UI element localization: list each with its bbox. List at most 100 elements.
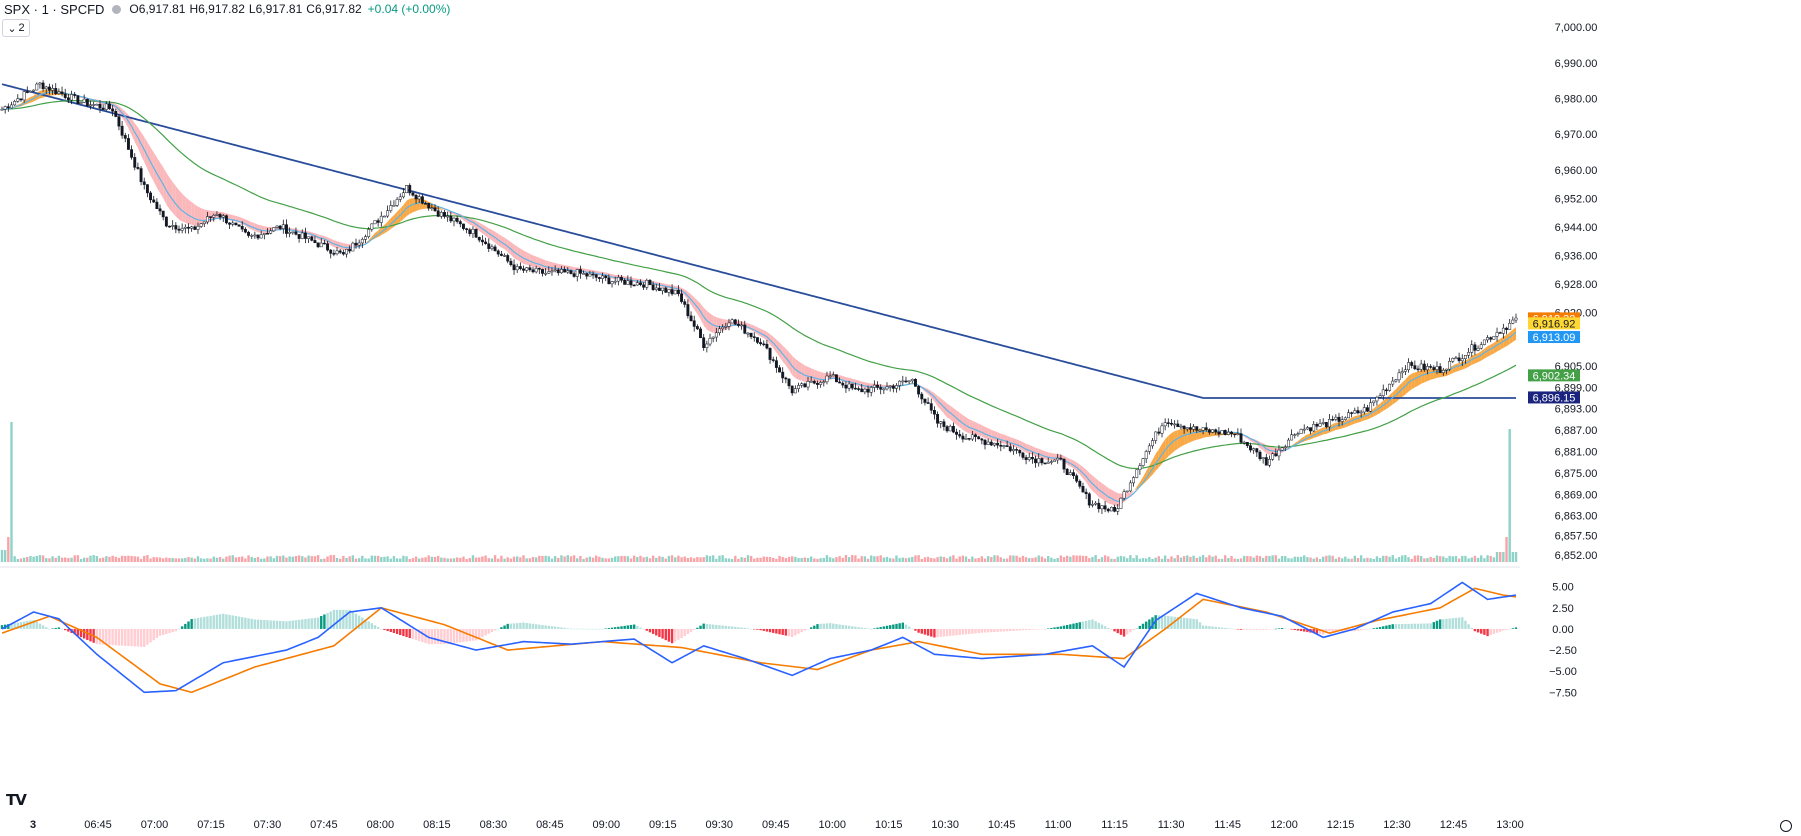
volume-bar (952, 555, 955, 562)
ribbon-segment (1493, 340, 1498, 354)
price-tick-label: 6,960.00 (1555, 165, 1598, 177)
candle-body (193, 226, 197, 230)
ribbon-segment (1022, 442, 1027, 453)
volume-bar (180, 558, 184, 562)
ribbon-segment (1177, 429, 1181, 449)
candle-body (724, 326, 728, 328)
volume-bar (787, 556, 791, 562)
volume-bar (1325, 555, 1328, 562)
open-label: O (129, 2, 139, 16)
volume-bar (794, 556, 797, 562)
volume-bar (1148, 556, 1151, 562)
candle-body (6, 106, 10, 109)
candle-body (860, 388, 864, 393)
ribbon-segment (804, 365, 808, 383)
ribbon-segment (197, 206, 202, 226)
time-tick-label: 09:30 (706, 819, 734, 831)
candle-body (708, 338, 712, 345)
settings-icon[interactable] (1780, 820, 1792, 832)
candle-body (60, 91, 64, 95)
candle-body (945, 426, 949, 432)
volume-bar (686, 557, 690, 562)
candle-body (152, 199, 156, 203)
volume-bar (711, 555, 715, 562)
volume-bar (76, 555, 80, 562)
candle-body (47, 86, 51, 91)
volume-bar (1382, 555, 1385, 562)
candle-body (1008, 446, 1012, 452)
macd-histogram-bar (942, 628, 946, 637)
candle-body (168, 225, 171, 228)
macd-histogram-bar (715, 624, 718, 629)
macd-signal-line (1, 587, 1517, 694)
candle-body (243, 228, 247, 233)
ribbon-segment (1111, 489, 1115, 506)
ribbon-segment (542, 259, 546, 270)
macd-histogram-bar (199, 617, 203, 629)
ribbon-segment (1048, 452, 1052, 461)
candle-body (1182, 425, 1186, 430)
volume-bar (1198, 556, 1202, 562)
candle-body (853, 387, 857, 390)
volume-bar (1489, 555, 1492, 562)
candle-body (335, 250, 339, 255)
time-tick-label: 11:30 (1158, 819, 1185, 831)
macd-histogram-bar (1287, 628, 1290, 630)
price-axis[interactable]: 7,000.006,990.006,980.006,970.006,960.00… (1528, 22, 1597, 699)
volume-bar (598, 556, 601, 562)
candle-body (462, 223, 465, 229)
volume-bar (832, 558, 835, 562)
time-axis[interactable]: 3 06:45 07:00 07:15 07:30 07:45 08:00 08:15 08:3… (30, 819, 1524, 831)
macd-histogram-bar (1397, 624, 1401, 629)
ribbon-segment (1041, 449, 1046, 460)
volume-bar (86, 557, 89, 562)
volume-bar (0, 550, 4, 562)
volume-bar (613, 556, 617, 562)
macd-histogram-bar (1113, 628, 1116, 632)
candle-body (695, 326, 699, 330)
volume-bar (1144, 558, 1148, 562)
macd-histogram-bar (1271, 628, 1274, 630)
macd-histogram-bar (228, 614, 231, 629)
candle-body (1492, 335, 1496, 340)
macd-histogram-bar (206, 616, 209, 629)
macd-histogram-bar (310, 618, 313, 629)
ribbon-segment (1000, 433, 1004, 444)
symbol-title[interactable]: SPX · 1 · SPCFD (4, 1, 105, 17)
volume-bar (3, 550, 7, 562)
macd-histogram-bar (1356, 628, 1360, 631)
candle-body (1362, 407, 1366, 413)
candle-body (202, 221, 206, 224)
volume-bar (231, 555, 234, 562)
macd-histogram-bar (1416, 623, 1420, 629)
candle-body (196, 226, 200, 230)
volume-bar (1233, 558, 1236, 562)
macd-histogram-bar (506, 623, 509, 629)
macd-histogram-bar (655, 628, 658, 636)
macd-histogram-bar (860, 627, 863, 629)
time-tick-label: 3 (30, 819, 36, 831)
ribbon-segment (1512, 327, 1516, 342)
volume-bar (1476, 557, 1480, 562)
volume-bar (1429, 556, 1432, 562)
macd-histogram-bar (1473, 628, 1477, 632)
candle-body (1460, 358, 1464, 362)
candle-body (651, 284, 655, 290)
volume-bar (250, 556, 253, 562)
volume-bar (911, 556, 914, 562)
candle-body (869, 387, 873, 393)
tradingview-logo[interactable]: TV (6, 791, 27, 809)
volume-bar (124, 555, 127, 562)
price-tick-label: 6,893.00 (1555, 404, 1598, 416)
candle-body (771, 359, 775, 361)
volume-bar (354, 558, 358, 562)
collapse-indicators-button[interactable]: ⌄ 2 (2, 19, 30, 37)
ribbon-segment (441, 208, 445, 211)
macd-histogram-bar (1157, 615, 1161, 629)
volume-bar (297, 555, 301, 562)
candle-body (882, 388, 886, 391)
macd-histogram-bar (471, 628, 475, 641)
volume-bar (825, 555, 829, 562)
volume-bar (930, 558, 933, 562)
